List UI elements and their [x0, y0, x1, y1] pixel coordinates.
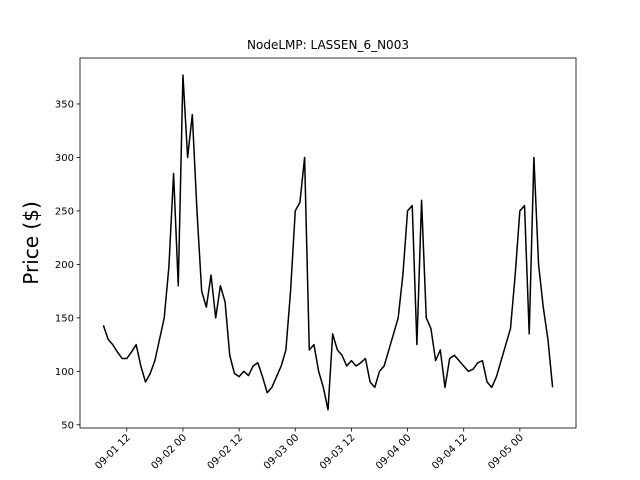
plot-area — [102, 74, 554, 411]
chart-title: NodeLMP: LASSEN_6_N003 — [247, 38, 409, 52]
y-tick-label: 300 — [55, 153, 74, 164]
y-tick-label: 150 — [55, 313, 74, 324]
y-tick-label: 50 — [61, 420, 74, 431]
y-tick-label: 250 — [55, 206, 74, 217]
y-tick-label: 350 — [55, 99, 74, 110]
y-tick-label: 100 — [55, 367, 74, 378]
axes-frame — [79, 57, 577, 429]
y-tick-label: 200 — [55, 260, 74, 271]
series-line — [102, 74, 554, 411]
y-axis-label: Price ($) — [19, 201, 43, 284]
